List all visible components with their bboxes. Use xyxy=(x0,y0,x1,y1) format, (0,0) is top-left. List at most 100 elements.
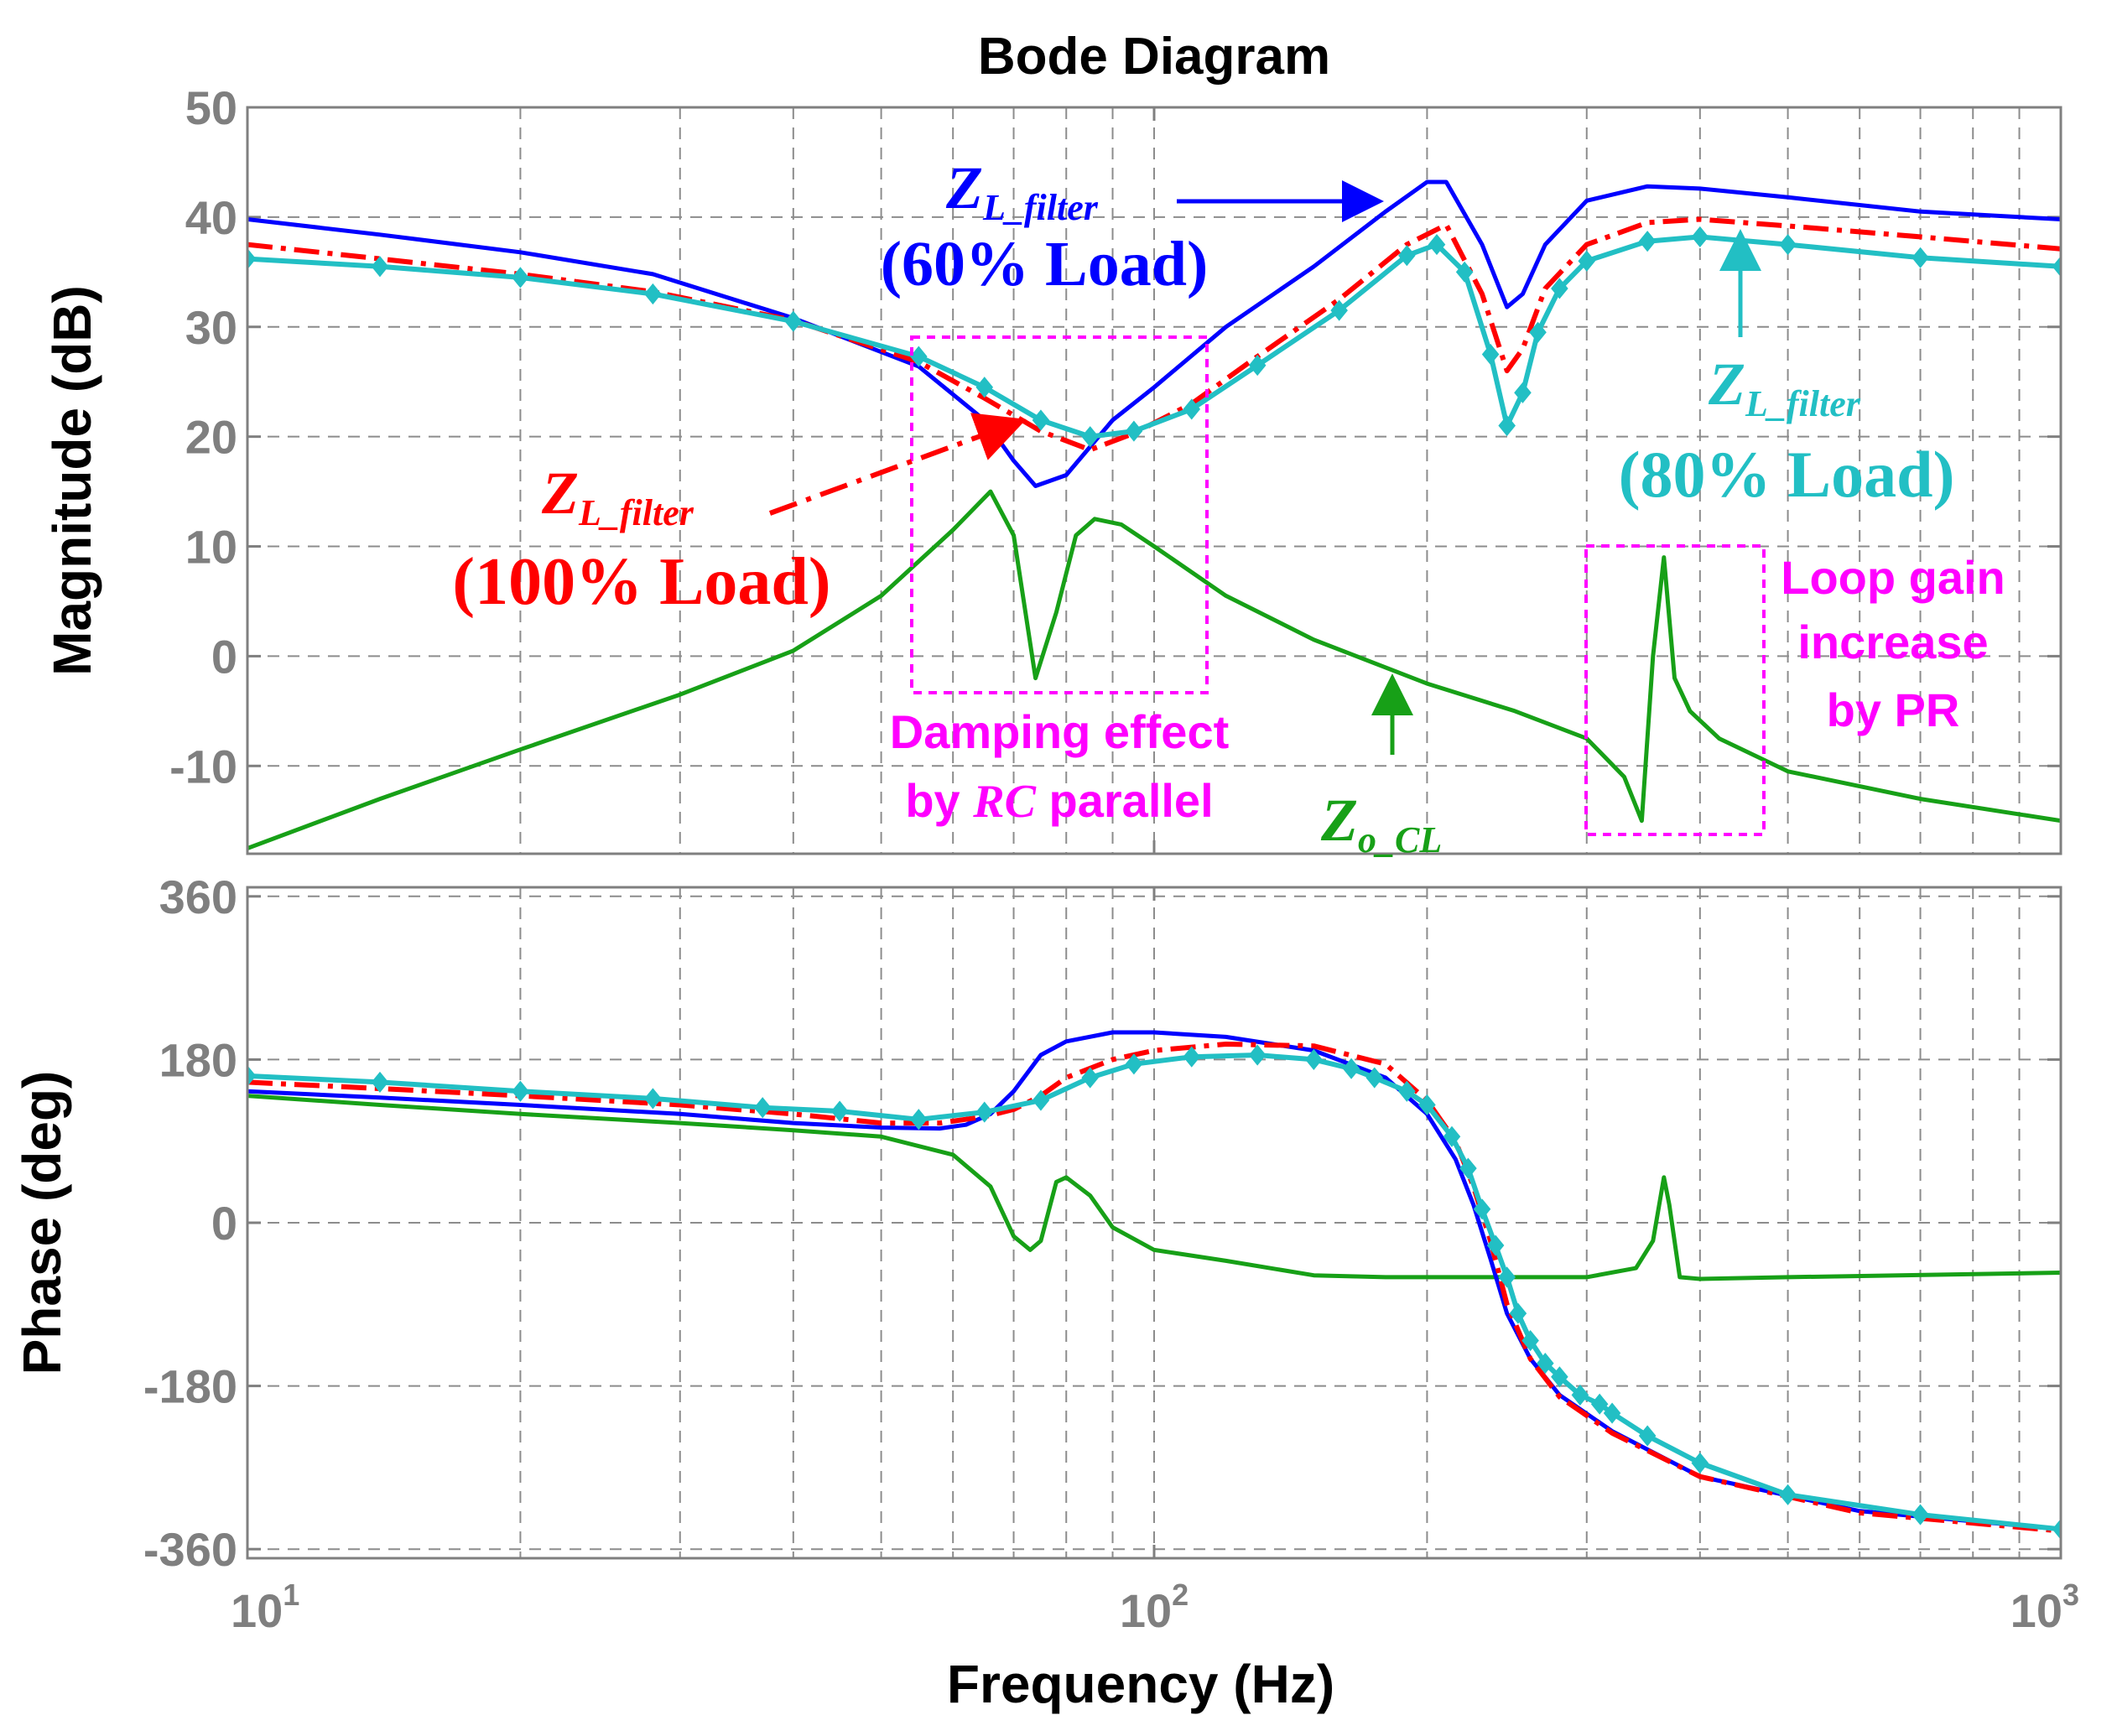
arrow-zl-100 xyxy=(768,413,1027,516)
phase-marker xyxy=(1305,1048,1323,1070)
magnitude-marker xyxy=(512,267,529,288)
magnitude-marker xyxy=(1081,426,1099,448)
phase-marker xyxy=(1551,1366,1568,1388)
magnitude-marker xyxy=(1779,234,1797,256)
phase-line-zl-filter-100-load xyxy=(247,1042,2061,1534)
note-loop-line3: by PR xyxy=(1827,683,1960,736)
note-damping-post: parallel xyxy=(1036,774,1214,827)
magnitude-marker xyxy=(1125,420,1143,442)
phase-line-zo-cl xyxy=(247,1094,2061,1281)
x-axis-ticks: 101 102 103 xyxy=(231,107,2079,1637)
magnitude-marker xyxy=(371,256,389,278)
phase-marker xyxy=(1248,1044,1267,1066)
phase-marker xyxy=(830,1100,849,1122)
svg-text:Zo_CL: Zo_CL xyxy=(1320,787,1442,860)
magnitude-y-tick-label: 30 xyxy=(185,301,237,354)
chart-title: Bode Diagram xyxy=(978,28,1330,86)
magnitude-y-tick-label: 20 xyxy=(185,411,237,464)
svg-text:ZL_filter: ZL_filter xyxy=(541,460,694,533)
phase-marker xyxy=(1498,1266,1516,1288)
phase-marker xyxy=(1537,1352,1554,1375)
annotation-zo-cl: Zo_CL xyxy=(1320,673,1442,860)
phase-marker xyxy=(1912,1504,1929,1525)
phase-marker xyxy=(1779,1484,1797,1505)
magnitude-marker xyxy=(1183,398,1201,420)
svg-text:by RC parallel: by RC parallel xyxy=(905,774,1213,828)
magnitude-marker xyxy=(644,283,662,305)
magnitude-y-tick-label: 10 xyxy=(185,521,237,574)
magnitude-marker xyxy=(1398,245,1416,267)
annotation-zo-cl-sub: o_CL xyxy=(1358,819,1442,860)
magnitude-marker xyxy=(784,310,803,332)
phase-marker xyxy=(1691,1452,1709,1474)
phase-marker xyxy=(1473,1198,1491,1220)
annotation-zl-100: ZL_filter (100% Load) xyxy=(452,413,1027,619)
phase-marker xyxy=(1081,1067,1099,1089)
damping-effect-box xyxy=(910,335,1209,694)
magnitude-marker xyxy=(1428,234,1446,256)
magnitude-marker xyxy=(1578,250,1596,272)
svg-text:ZL_filter: ZL_filter xyxy=(1708,351,1861,424)
phase-series xyxy=(247,1030,2061,1540)
annotation-zl-60-load: (60% Load) xyxy=(881,229,1209,299)
magnitude-marker xyxy=(1032,409,1050,431)
x-tick-label: 102 xyxy=(1120,1577,1189,1637)
phase-marker xyxy=(1638,1425,1657,1447)
phase-marker xyxy=(512,1080,529,1102)
phase-marker xyxy=(1418,1094,1436,1116)
magnitude-marker xyxy=(1551,278,1568,299)
phase-marker xyxy=(371,1071,389,1094)
phase-marker xyxy=(753,1097,772,1119)
phase-y-axis-label: Phase (deg) xyxy=(12,1071,72,1375)
magnitude-y-ticks: 50 40 30 20 10 0 -10 xyxy=(169,81,2061,793)
phase-marker xyxy=(1459,1157,1477,1179)
phase-marker xyxy=(644,1088,662,1110)
magnitude-y-tick-label: 40 xyxy=(185,191,237,244)
phase-marker xyxy=(2052,1518,2061,1540)
phase-marker xyxy=(1365,1067,1384,1089)
note-loop-line2: increase xyxy=(1797,616,1988,668)
magnitude-marker xyxy=(975,377,994,398)
phase-y-tick-label: 360 xyxy=(159,871,237,923)
annotation-zl-60: ZL_filter (60% Load) xyxy=(881,154,1384,299)
phase-panel: 360 180 0 -180 -360 xyxy=(143,871,2062,1576)
phase-marker xyxy=(247,1065,257,1087)
note-damping-line1: Damping effect xyxy=(890,705,1230,758)
annotation-zl-80-base: Z xyxy=(1708,351,1745,418)
phase-marker xyxy=(1603,1402,1621,1424)
magnitude-y-axis-label: Magnitude (dB) xyxy=(42,285,102,676)
annotation-zl-60-sub: L_filter xyxy=(982,187,1099,228)
svg-text:ZL_filter: ZL_filter xyxy=(945,154,1099,228)
note-loop-line1: Loop gain xyxy=(1781,551,2005,604)
magnitude-marker xyxy=(247,248,257,270)
magnitude-line-zo-cl xyxy=(247,489,2061,850)
note-damping-pre: by xyxy=(905,774,973,827)
loop-gain-box xyxy=(1584,544,1766,836)
phase-y-tick-label: -360 xyxy=(143,1523,237,1576)
phase-marker xyxy=(910,1109,928,1130)
annotation-zl-80-load: (80% Load) xyxy=(1619,438,1955,511)
annotation-zo-cl-base: Z xyxy=(1320,787,1358,854)
x-tick-label: 103 xyxy=(2010,1577,2079,1637)
phase-marker xyxy=(1125,1053,1143,1075)
phase-y-ticks: 360 180 0 -180 -360 xyxy=(143,871,2061,1576)
magnitude-marker xyxy=(910,346,928,367)
phase-y-tick-label: -180 xyxy=(143,1360,237,1413)
phase-marker xyxy=(1571,1384,1589,1406)
annotation-zl-100-base: Z xyxy=(541,460,579,527)
magnitude-marker xyxy=(1481,343,1500,366)
phase-y-tick-label: 0 xyxy=(211,1197,237,1250)
annotation-zl-80-sub: L_filter xyxy=(1745,383,1861,424)
phase-marker xyxy=(975,1101,994,1123)
magnitude-y-tick-label: -10 xyxy=(169,740,237,793)
annotation-zl-100-sub: L_filter xyxy=(578,492,694,533)
phase-grid xyxy=(247,887,2061,1558)
annotation-zl-100-load: (100% Load) xyxy=(452,545,830,619)
magnitude-marker xyxy=(1455,261,1474,283)
magnitude-marker xyxy=(2052,256,2061,278)
phase-marker xyxy=(1486,1234,1505,1256)
phase-marker xyxy=(1521,1329,1539,1352)
magnitude-marker xyxy=(1248,354,1267,377)
note-damping-effect: Damping effect by RC parallel xyxy=(890,705,1230,828)
magnitude-marker xyxy=(1330,299,1348,321)
